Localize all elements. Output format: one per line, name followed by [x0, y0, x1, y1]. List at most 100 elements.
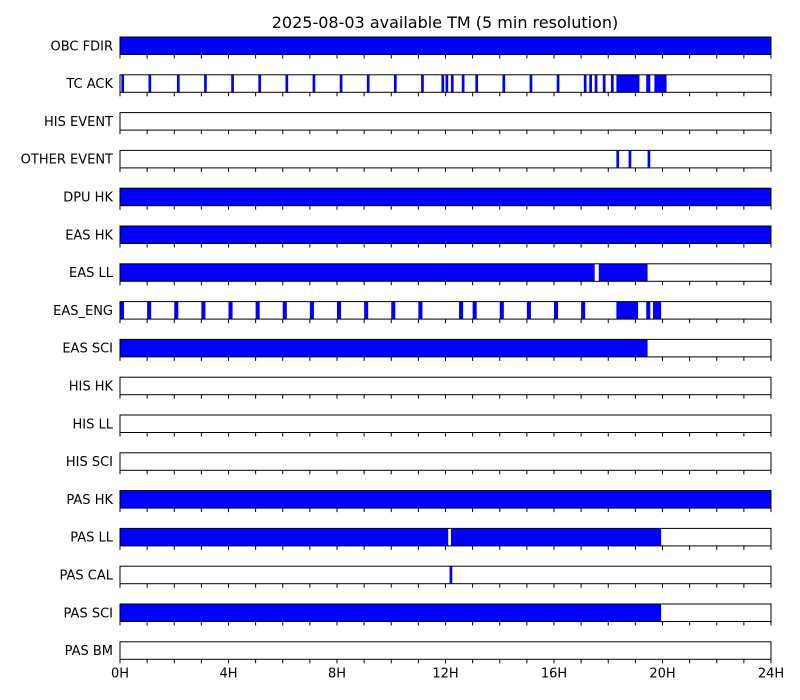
availability-bar: [459, 301, 464, 320]
row-frame: [119, 301, 772, 320]
availability-bar: [282, 301, 287, 320]
chart-title: 2025-08-03 available TM (5 min resolutio…: [272, 13, 618, 32]
availability-bar: [475, 74, 479, 93]
availability-bar: [337, 301, 342, 320]
chart-row: PAS SCI: [64, 603, 772, 626]
row-frame: [119, 376, 772, 396]
row-label: DPU HK: [63, 190, 113, 205]
availability-bar: [309, 301, 314, 320]
row-label: EAS LL: [69, 266, 114, 281]
chart-rows: OBC FDIR TC ACK HIS EVENT OTHER EVENT DPU HK…: [21, 36, 772, 664]
availability-bar: [598, 263, 648, 282]
row-label: PAS CAL: [60, 568, 114, 583]
row-frame: [119, 641, 772, 660]
row-label: OTHER EVENT: [21, 153, 113, 168]
availability-bar: [120, 339, 648, 357]
row-label: PAS HK: [66, 493, 113, 508]
availability-bar: [616, 74, 640, 93]
availability-bar: [393, 74, 397, 93]
availability-bar: [647, 150, 651, 168]
x-tick-label: 8H: [328, 666, 346, 681]
availability-bar: [529, 74, 533, 93]
availability-bar: [602, 74, 606, 93]
availability-bar: [450, 528, 662, 546]
availability-bar: [121, 74, 125, 93]
availability-bar: [120, 301, 125, 320]
availability-bar: [120, 37, 771, 55]
chart-row: HIS LL: [73, 414, 772, 437]
availability-bar: [231, 74, 234, 93]
row-label: EAS SCI: [62, 342, 113, 357]
availability-bar: [204, 74, 207, 93]
availability-bar: [201, 301, 206, 320]
availability-bar: [366, 74, 370, 93]
availability-bar: [364, 301, 369, 320]
row-frame: [119, 452, 772, 471]
availability-bar: [120, 263, 595, 282]
availability-bar: [499, 301, 504, 320]
chart-row: PAS BM: [65, 641, 772, 664]
row-label: EAS_ENG: [53, 304, 113, 319]
row-label: HIS LL: [73, 417, 114, 432]
availability-bar: [526, 301, 531, 320]
availability-bar: [441, 74, 445, 93]
availability-bar: [594, 74, 598, 93]
chart-row: TC ACK: [65, 74, 772, 97]
availability-bar: [258, 74, 262, 93]
availability-bar: [391, 301, 396, 320]
row-label: HIS HK: [69, 379, 114, 394]
availability-bar: [174, 301, 179, 320]
availability-bar: [445, 74, 449, 93]
availability-bar: [120, 226, 771, 244]
availability-bar: [589, 74, 592, 93]
x-tick-label: 0H: [111, 666, 129, 681]
chart-row: HIS EVENT: [44, 112, 772, 135]
availability-bar: [472, 301, 477, 320]
availability-bar: [120, 604, 662, 622]
chart-row: PAS HK: [66, 490, 772, 513]
chart-row: EAS LL: [69, 263, 772, 286]
availability-bar: [646, 301, 651, 320]
row-frame: [119, 565, 772, 585]
chart-row: EAS HK: [65, 225, 772, 248]
availability-bar: [148, 74, 152, 93]
row-label: OBC FDIR: [51, 39, 114, 54]
availability-bar: [653, 301, 662, 320]
availability-bar: [646, 74, 651, 93]
availability-bar: [654, 74, 667, 93]
x-axis: 0H 4H 8H 12H 16H 20H 24H: [111, 666, 784, 681]
availability-bar: [450, 74, 454, 93]
row-label: HIS EVENT: [44, 115, 113, 130]
availability-bar: [285, 74, 289, 93]
availability-bar: [581, 301, 586, 320]
row-label: PAS SCI: [64, 606, 113, 621]
row-frame: [119, 414, 772, 433]
row-label: TC ACK: [65, 77, 113, 92]
chart-row: HIS SCI: [66, 452, 772, 475]
row-label: HIS SCI: [66, 455, 113, 470]
row-frame: [119, 112, 772, 131]
availability-bar: [556, 74, 560, 93]
x-tick-label: 16H: [541, 666, 567, 681]
row-label: PAS BM: [65, 644, 113, 659]
chart-row: OTHER EVENT: [21, 149, 772, 172]
availability-bar: [312, 74, 316, 93]
availability-bar: [147, 301, 152, 320]
chart-row: EAS_ENG: [53, 301, 772, 324]
chart-row: DPU HK: [63, 187, 772, 210]
availability-bar: [228, 301, 233, 320]
chart-row: PAS CAL: [60, 565, 772, 588]
x-tick-label: 4H: [219, 666, 237, 681]
availability-bar: [554, 301, 559, 320]
availability-bar: [120, 188, 771, 206]
chart-row: OBC FDIR: [51, 36, 772, 59]
availability-bar: [449, 566, 453, 584]
chart-row: PAS LL: [70, 527, 772, 550]
availability-bar: [120, 490, 771, 509]
availability-bar: [628, 150, 632, 168]
availability-bar: [120, 528, 449, 546]
availability-bar: [176, 74, 180, 93]
x-tick-label: 20H: [649, 666, 675, 681]
availability-bar: [421, 74, 424, 93]
